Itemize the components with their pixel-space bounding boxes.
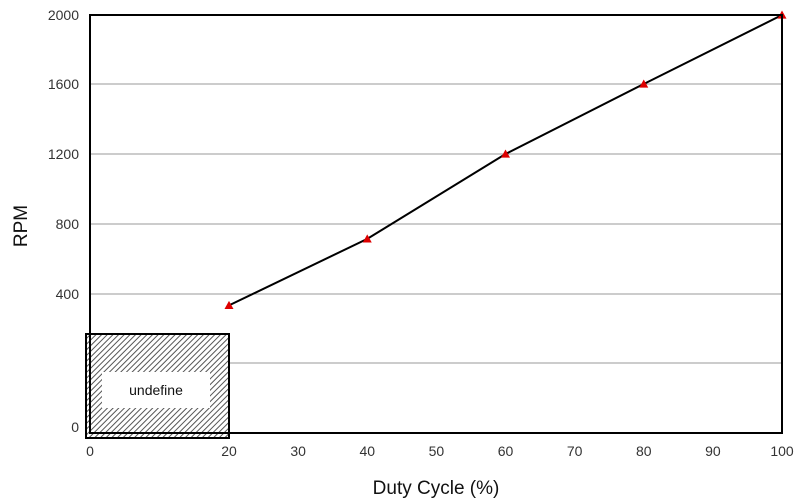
- y-axis-label: RPM: [11, 205, 32, 247]
- data-point-marker: [224, 300, 234, 309]
- y-tick-label: 2000: [48, 7, 79, 23]
- undefined-region-label: undefine: [129, 382, 183, 398]
- x-tick-label: 0: [86, 443, 94, 459]
- x-axis-label: Duty Cycle (%): [373, 478, 500, 499]
- x-tick-label: 70: [567, 443, 583, 459]
- undefined-region: undefine: [85, 333, 230, 439]
- data-point-marker: [362, 234, 372, 243]
- y-tick-label: 400: [56, 286, 80, 302]
- grid-lines: [90, 83, 782, 364]
- series-line: [228, 14, 783, 307]
- undefined-label-background: [102, 372, 210, 408]
- x-tick-label: 20: [221, 443, 237, 459]
- plot-frame: [89, 14, 783, 434]
- data-point-marker: [501, 149, 510, 158]
- x-tick-label: 90: [705, 443, 721, 459]
- x-tick-labels: 0 20 30 40 50 60 70 80 90 100: [86, 443, 794, 459]
- y-tick-label: 1600: [48, 76, 79, 92]
- x-tick-label: 30: [290, 443, 306, 459]
- y-tick-label: 1200: [48, 146, 79, 162]
- series-group: [224, 10, 787, 309]
- x-tick-label: 100: [770, 443, 794, 459]
- x-tick-label: 60: [498, 443, 514, 459]
- x-tick-label: 50: [429, 443, 445, 459]
- x-tick-label: 40: [359, 443, 375, 459]
- data-point-marker: [639, 79, 649, 88]
- y-tick-labels: 0 400 800 1200 1600 2000: [48, 7, 79, 435]
- y-tick-label: 800: [56, 216, 80, 232]
- x-tick-label: 80: [636, 443, 652, 459]
- y-tick-label: 0: [71, 419, 79, 435]
